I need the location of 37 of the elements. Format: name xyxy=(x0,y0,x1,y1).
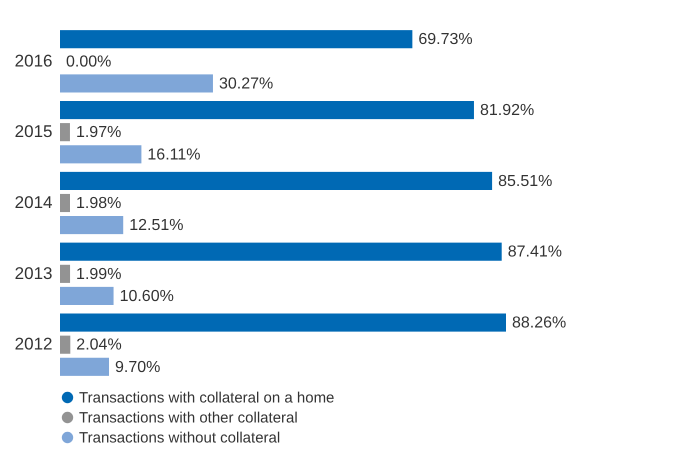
data-label: 1.98% xyxy=(76,195,122,212)
bar xyxy=(60,100,474,120)
bar xyxy=(60,172,492,190)
bar xyxy=(60,336,70,354)
data-label: 81.92% xyxy=(480,102,534,120)
legend-label: Transactions without collateral xyxy=(79,430,280,446)
data-label: 16.11% xyxy=(147,146,200,164)
bar xyxy=(60,264,70,283)
legend-label: Transactions with other collateral xyxy=(79,410,298,426)
data-label: 69.73% xyxy=(418,31,473,48)
data-label: 1.97% xyxy=(76,124,122,142)
data-label: 2.04% xyxy=(76,336,122,354)
bar xyxy=(60,286,114,306)
data-label: 30.27% xyxy=(218,75,274,92)
data-label: 12.51% xyxy=(129,217,184,234)
bar xyxy=(60,216,124,234)
data-label: 9.70% xyxy=(115,358,160,376)
bar xyxy=(60,314,506,332)
y-tick-label: 2015 xyxy=(14,122,52,142)
y-tick-label: 2013 xyxy=(14,264,52,283)
bar xyxy=(60,123,70,142)
bar xyxy=(60,242,502,261)
y-tick-label: 2014 xyxy=(14,193,52,212)
y-tick-label: 2012 xyxy=(14,334,52,354)
bar xyxy=(60,30,412,48)
bar xyxy=(60,74,213,92)
data-label: 87.41% xyxy=(508,244,562,261)
bar xyxy=(60,358,110,376)
legend-label: Transactions with collateral on a home xyxy=(79,390,334,406)
data-label: 0.00% xyxy=(66,53,112,70)
bar xyxy=(60,145,142,164)
data-label: 88.26% xyxy=(512,314,566,332)
data-label: 10.60% xyxy=(120,288,174,305)
y-tick-label: 2016 xyxy=(14,51,52,70)
bar xyxy=(60,194,70,212)
data-label: 1.99% xyxy=(76,266,122,283)
data-label: 85.51% xyxy=(498,172,552,190)
